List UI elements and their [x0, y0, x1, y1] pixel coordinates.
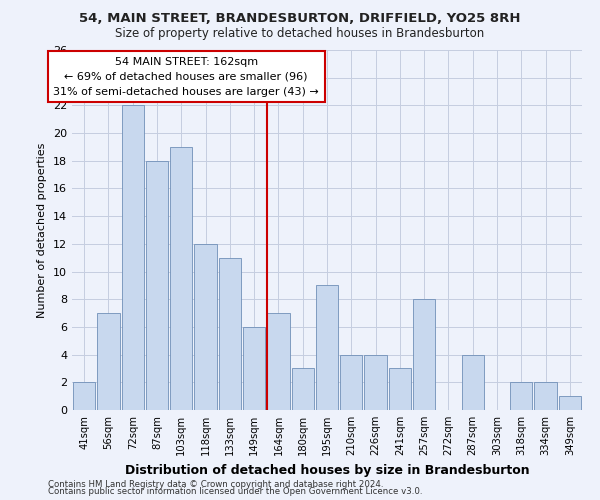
Bar — [146, 161, 168, 410]
Bar — [170, 147, 193, 410]
X-axis label: Distribution of detached houses by size in Brandesburton: Distribution of detached houses by size … — [125, 464, 529, 476]
Text: Contains public sector information licensed under the Open Government Licence v3: Contains public sector information licen… — [48, 487, 422, 496]
Bar — [267, 313, 290, 410]
Bar — [364, 354, 387, 410]
Bar — [194, 244, 217, 410]
Bar — [340, 354, 362, 410]
Bar — [510, 382, 532, 410]
Bar — [122, 106, 144, 410]
Text: 54 MAIN STREET: 162sqm
← 69% of detached houses are smaller (96)
31% of semi-det: 54 MAIN STREET: 162sqm ← 69% of detached… — [53, 57, 319, 96]
Y-axis label: Number of detached properties: Number of detached properties — [37, 142, 47, 318]
Bar — [243, 327, 265, 410]
Bar — [73, 382, 95, 410]
Text: Contains HM Land Registry data © Crown copyright and database right 2024.: Contains HM Land Registry data © Crown c… — [48, 480, 383, 489]
Bar — [97, 313, 119, 410]
Text: 54, MAIN STREET, BRANDESBURTON, DRIFFIELD, YO25 8RH: 54, MAIN STREET, BRANDESBURTON, DRIFFIEL… — [79, 12, 521, 26]
Bar — [535, 382, 557, 410]
Bar — [218, 258, 241, 410]
Bar — [559, 396, 581, 410]
Bar — [316, 286, 338, 410]
Text: Size of property relative to detached houses in Brandesburton: Size of property relative to detached ho… — [115, 28, 485, 40]
Bar — [461, 354, 484, 410]
Bar — [292, 368, 314, 410]
Bar — [389, 368, 411, 410]
Bar — [413, 299, 436, 410]
